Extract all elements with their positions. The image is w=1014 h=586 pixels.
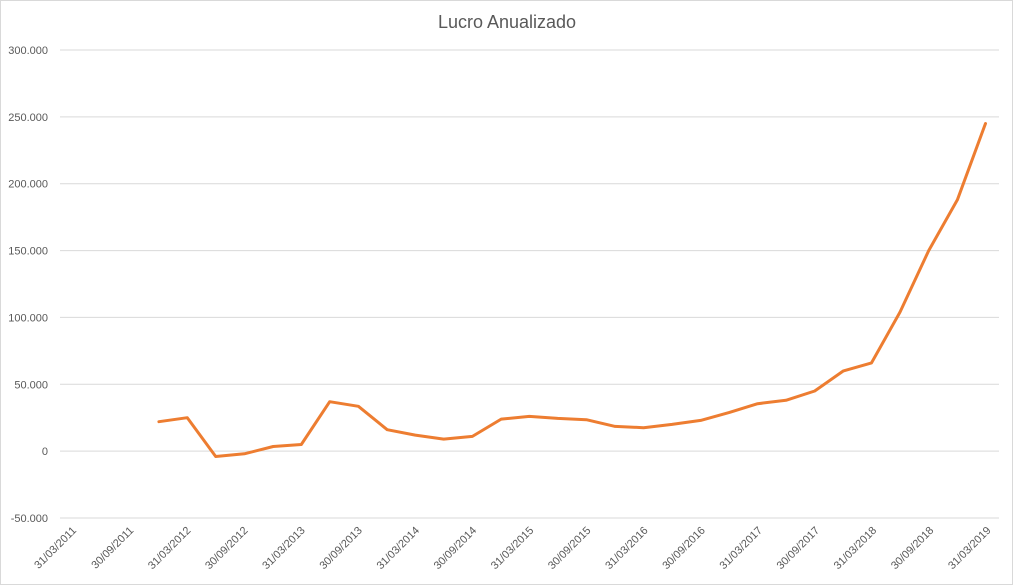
- data-point: [984, 122, 987, 125]
- x-tick-label: 30/09/2011: [89, 525, 136, 572]
- data-point: [842, 369, 845, 373]
- data-point: [870, 361, 873, 365]
- data-point: [357, 405, 360, 408]
- data-point: [471, 435, 474, 438]
- x-tick-label: 30/09/2014: [432, 525, 479, 572]
- x-tick-label: 31/03/2017: [718, 525, 765, 572]
- series-layer: [157, 122, 987, 458]
- data-point: [186, 416, 189, 419]
- data-point: [157, 420, 161, 423]
- y-tick-label: 150.000: [8, 246, 48, 258]
- data-point: [898, 310, 902, 314]
- x-tick-label: 31/03/2013: [260, 525, 307, 572]
- data-point: [642, 426, 645, 429]
- data-point: [556, 417, 559, 420]
- data-point: [214, 455, 217, 458]
- y-tick-label: 50.000: [14, 379, 48, 391]
- x-axis-ticks: 31/03/2011 30/09/2011 31/03/2012 30/09/2012…: [32, 525, 993, 572]
- data-point: [728, 411, 731, 414]
- x-tick-label: 30/09/2012: [203, 525, 250, 572]
- x-tick-label: 30/09/2013: [317, 525, 364, 572]
- y-tick-label: 200.000: [8, 179, 48, 191]
- data-point: [927, 249, 930, 252]
- x-tick-label: 31/03/2014: [375, 525, 422, 572]
- y-tick-label: 300.000: [8, 45, 48, 57]
- data-point: [528, 415, 531, 418]
- gridlines: [60, 49, 999, 519]
- data-point: [442, 437, 445, 441]
- data-point: [613, 425, 617, 428]
- y-tick-label: 250.000: [8, 112, 48, 124]
- x-tick-label: 30/09/2015: [546, 525, 593, 572]
- x-tick-label: 31/03/2016: [603, 525, 650, 572]
- y-axis-ticks: -50.000 0 50.000 100.000 150.000 200.000 250.0…: [8, 45, 48, 525]
- data-point: [271, 445, 275, 448]
- x-tick-label: 31/03/2012: [146, 525, 193, 572]
- y-tick-label: 100.000: [8, 312, 48, 324]
- x-tick-label: 31/03/2019: [946, 525, 993, 572]
- y-tick-label: -50.000: [11, 513, 48, 525]
- data-point: [414, 433, 417, 437]
- data-point: [300, 443, 303, 446]
- x-tick-label: 31/03/2011: [32, 525, 79, 572]
- x-tick-label: 30/09/2018: [889, 525, 936, 572]
- data-point: [499, 417, 503, 421]
- x-tick-label: 30/09/2017: [775, 525, 822, 572]
- data-point: [328, 400, 331, 403]
- data-point: [756, 402, 759, 405]
- data-point: [585, 418, 588, 421]
- x-tick-label: 30/09/2016: [660, 525, 707, 572]
- x-tick-label: 31/03/2015: [489, 525, 536, 572]
- x-tick-label: 31/03/2018: [832, 525, 879, 572]
- data-point: [813, 389, 816, 393]
- data-point: [243, 452, 246, 456]
- data-point: [670, 423, 674, 426]
- data-point: [385, 428, 389, 431]
- y-tick-label: 0: [42, 446, 48, 458]
- data-point: [784, 399, 788, 402]
- series-line: [157, 122, 987, 458]
- data-point: [699, 419, 702, 422]
- chart-title: Lucro Anualizado: [437, 12, 577, 32]
- data-point: [956, 198, 959, 201]
